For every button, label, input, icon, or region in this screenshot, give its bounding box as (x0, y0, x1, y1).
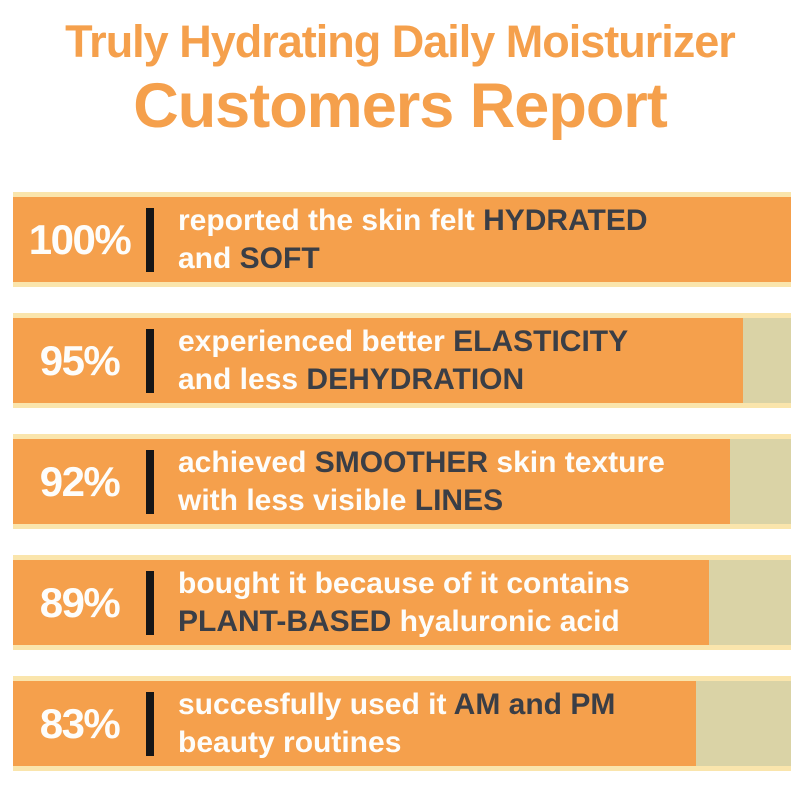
stat-bar-row: 83% succesfully used it AM and PM beauty r… (13, 676, 791, 771)
statement-line: and less DEHYDRATION (178, 361, 628, 398)
emphasis-text: ELASTICITY (453, 325, 629, 359)
statement-line: beauty routines (178, 724, 615, 761)
header: Truly Hydrating Daily Moisturizer Custom… (0, 0, 800, 142)
divider-bar (146, 207, 154, 272)
statement-text: bought it because of it contains PLANT-BA… (154, 565, 630, 639)
emphasis-text: LINES (414, 483, 504, 517)
body-text: experienced better (178, 325, 454, 359)
statement-line: bought it because of it contains (178, 565, 630, 602)
statement-line: with less visible LINES (178, 482, 665, 519)
percentage-bar-chart: 100% reported the skin felt HYDRATED and S… (13, 192, 791, 797)
body-text: and less (178, 362, 307, 396)
statement-line: and SOFT (178, 240, 648, 277)
emphasis-text: SMOOTHER (314, 446, 489, 480)
percent-label: 95% (39, 336, 121, 384)
body-text: and (178, 241, 240, 275)
statement-text: experienced better ELASTICITY and less DE… (154, 323, 628, 397)
body-text: skin texture (488, 446, 665, 480)
body-text: succesfully used it (178, 688, 454, 722)
statement-text: reported the skin felt HYDRATED and SOFT (154, 202, 648, 276)
emphasis-text: DEHYDRATION (306, 362, 525, 396)
product-title: Truly Hydrating Daily Moisturizer (65, 16, 736, 67)
statement-text: succesfully used it AM and PM beauty rout… (154, 686, 615, 760)
bar-content: 92% achieved SMOOTHER skin texture with le… (13, 439, 791, 524)
bar-fill (13, 681, 697, 766)
body-text: with less visible (178, 483, 415, 517)
percent-label: 92% (39, 457, 121, 505)
stat-bar-row: 95% experienced better ELASTICITY and less… (13, 313, 791, 408)
divider-bar (146, 691, 154, 756)
bar-fill (13, 439, 730, 524)
divider-bar (146, 449, 154, 514)
statement-line: PLANT-BASED hyaluronic acid (178, 603, 630, 640)
body-text: reported the skin felt (178, 204, 484, 238)
divider-bar (146, 328, 154, 393)
body-text: achieved (178, 446, 315, 480)
stat-bar-row: 100% reported the skin felt HYDRATED and S… (13, 192, 791, 287)
percent-label: 100% (28, 215, 132, 263)
statement-line: reported the skin felt HYDRATED (178, 202, 648, 239)
bar-content: 95% experienced better ELASTICITY and less… (13, 318, 791, 403)
percent-label: 89% (39, 578, 121, 626)
report-subtitle: Customers Report (133, 70, 668, 141)
bar-fill (13, 318, 743, 403)
body-text: beauty routines (178, 725, 402, 759)
emphasis-text: PLANT-BASED (178, 604, 392, 638)
statement-text: achieved SMOOTHER skin texture with less … (154, 444, 665, 518)
statement-line: experienced better ELASTICITY (178, 323, 628, 360)
emphasis-text: AM and PM (453, 688, 616, 722)
statement-line: achieved SMOOTHER skin texture (178, 444, 665, 481)
emphasis-text: HYDRATED (483, 204, 648, 238)
stat-bar-row: 92% achieved SMOOTHER skin texture with le… (13, 434, 791, 529)
percent-label: 83% (39, 699, 121, 747)
bar-content: 89% bought it because of it contains PLANT… (13, 560, 791, 645)
divider-bar (146, 570, 154, 635)
emphasis-text: SOFT (239, 241, 320, 275)
bar-fill (13, 560, 709, 645)
statement-line: succesfully used it AM and PM (178, 686, 615, 723)
body-text: hyaluronic acid (391, 604, 620, 638)
body-text: bought it because of it contains (178, 567, 630, 601)
bar-fill (13, 197, 791, 282)
bar-content: 100% reported the skin felt HYDRATED and S… (13, 197, 791, 282)
stat-bar-row: 89% bought it because of it contains PLANT… (13, 555, 791, 650)
bar-content: 83% succesfully used it AM and PM beauty r… (13, 681, 791, 766)
